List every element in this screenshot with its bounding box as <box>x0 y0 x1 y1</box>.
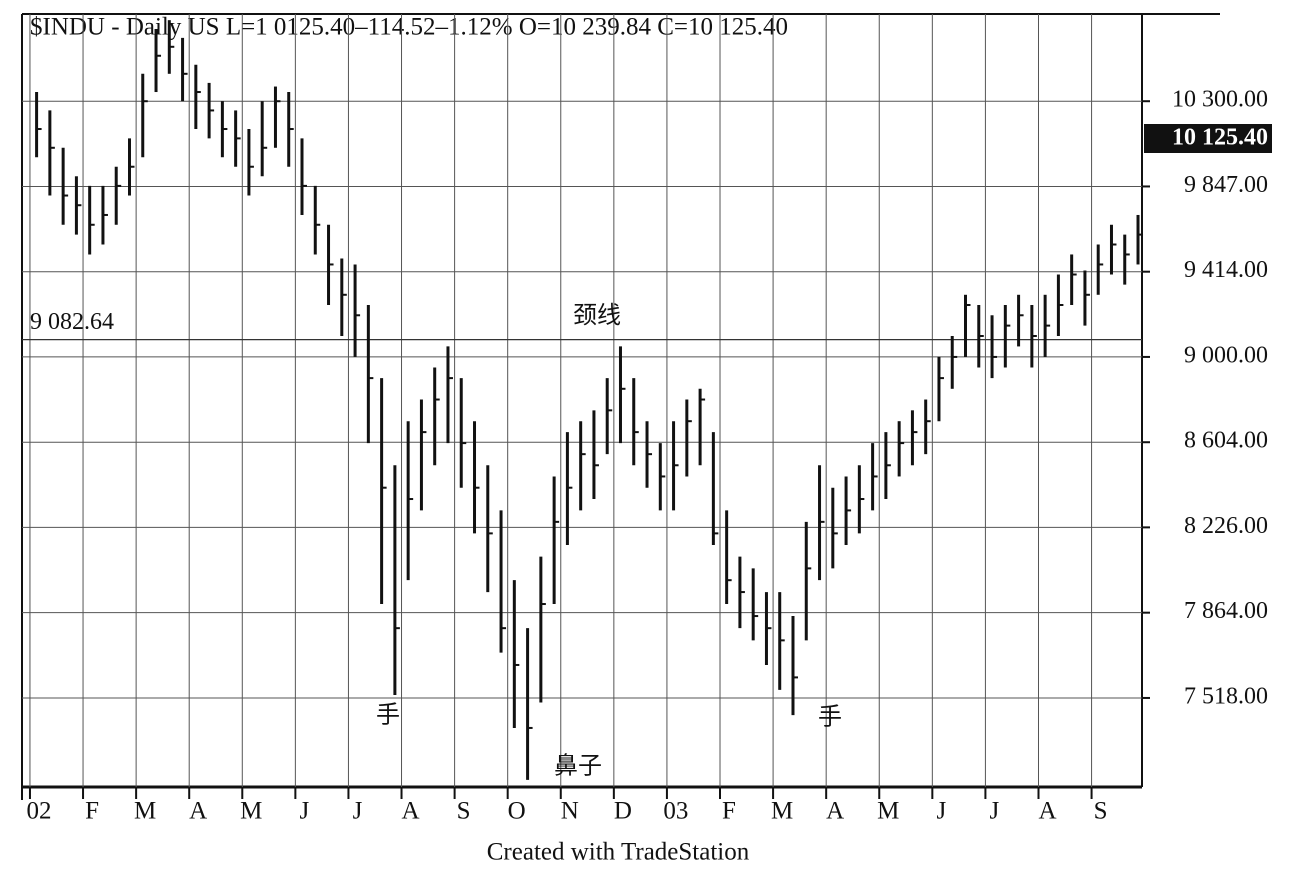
x-tick-label: 02 <box>26 798 51 825</box>
y-tick-label: 10 300.00 <box>1172 87 1268 113</box>
x-tick-label: M <box>240 798 262 825</box>
neckline-text: 颈线 <box>573 302 621 329</box>
y-tick-label: 7 864.00 <box>1184 598 1268 624</box>
x-tick-label: J <box>353 798 363 825</box>
x-tick-label: O <box>508 798 526 825</box>
y-tick-label: 8 226.00 <box>1184 513 1268 539</box>
y-tick-label: 9 414.00 <box>1184 257 1268 283</box>
y-tick-label: 9 000.00 <box>1184 342 1268 368</box>
x-tick-label: A <box>826 798 844 825</box>
annotation: 手 <box>376 702 400 729</box>
x-tick-label: M <box>134 798 156 825</box>
annotation: 手 <box>818 704 842 731</box>
x-tick-label: F <box>722 798 736 825</box>
y-tick-label: 7 518.00 <box>1184 683 1268 709</box>
x-tick-label: M <box>877 798 899 825</box>
footer: Created with TradeStation <box>487 839 750 866</box>
last-price-box <box>1144 124 1272 153</box>
x-tick-label: A <box>1038 798 1056 825</box>
x-tick-label: J <box>299 798 309 825</box>
x-tick-label: J <box>990 798 1000 825</box>
y-tick-label: 9 847.00 <box>1184 172 1268 198</box>
chart-title: $INDU - Daily US L=1 0125.40–114.52–1.12… <box>30 14 788 41</box>
neckline-label: 9 082.64 <box>30 309 114 335</box>
x-tick-label: D <box>614 798 632 825</box>
x-tick-label: 03 <box>663 798 688 825</box>
x-tick-label: A <box>189 798 207 825</box>
x-tick-label: S <box>457 798 471 825</box>
y-tick-label: 8 604.00 <box>1184 428 1268 454</box>
annotation: 鼻子 <box>554 753 602 780</box>
x-tick-label: N <box>561 798 579 825</box>
x-tick-label: J <box>936 798 946 825</box>
last-price-label: 10 125.40 <box>1172 125 1268 151</box>
x-tick-label: M <box>771 798 793 825</box>
x-tick-label: S <box>1094 798 1108 825</box>
x-tick-label: A <box>401 798 419 825</box>
x-tick-label: F <box>85 798 99 825</box>
